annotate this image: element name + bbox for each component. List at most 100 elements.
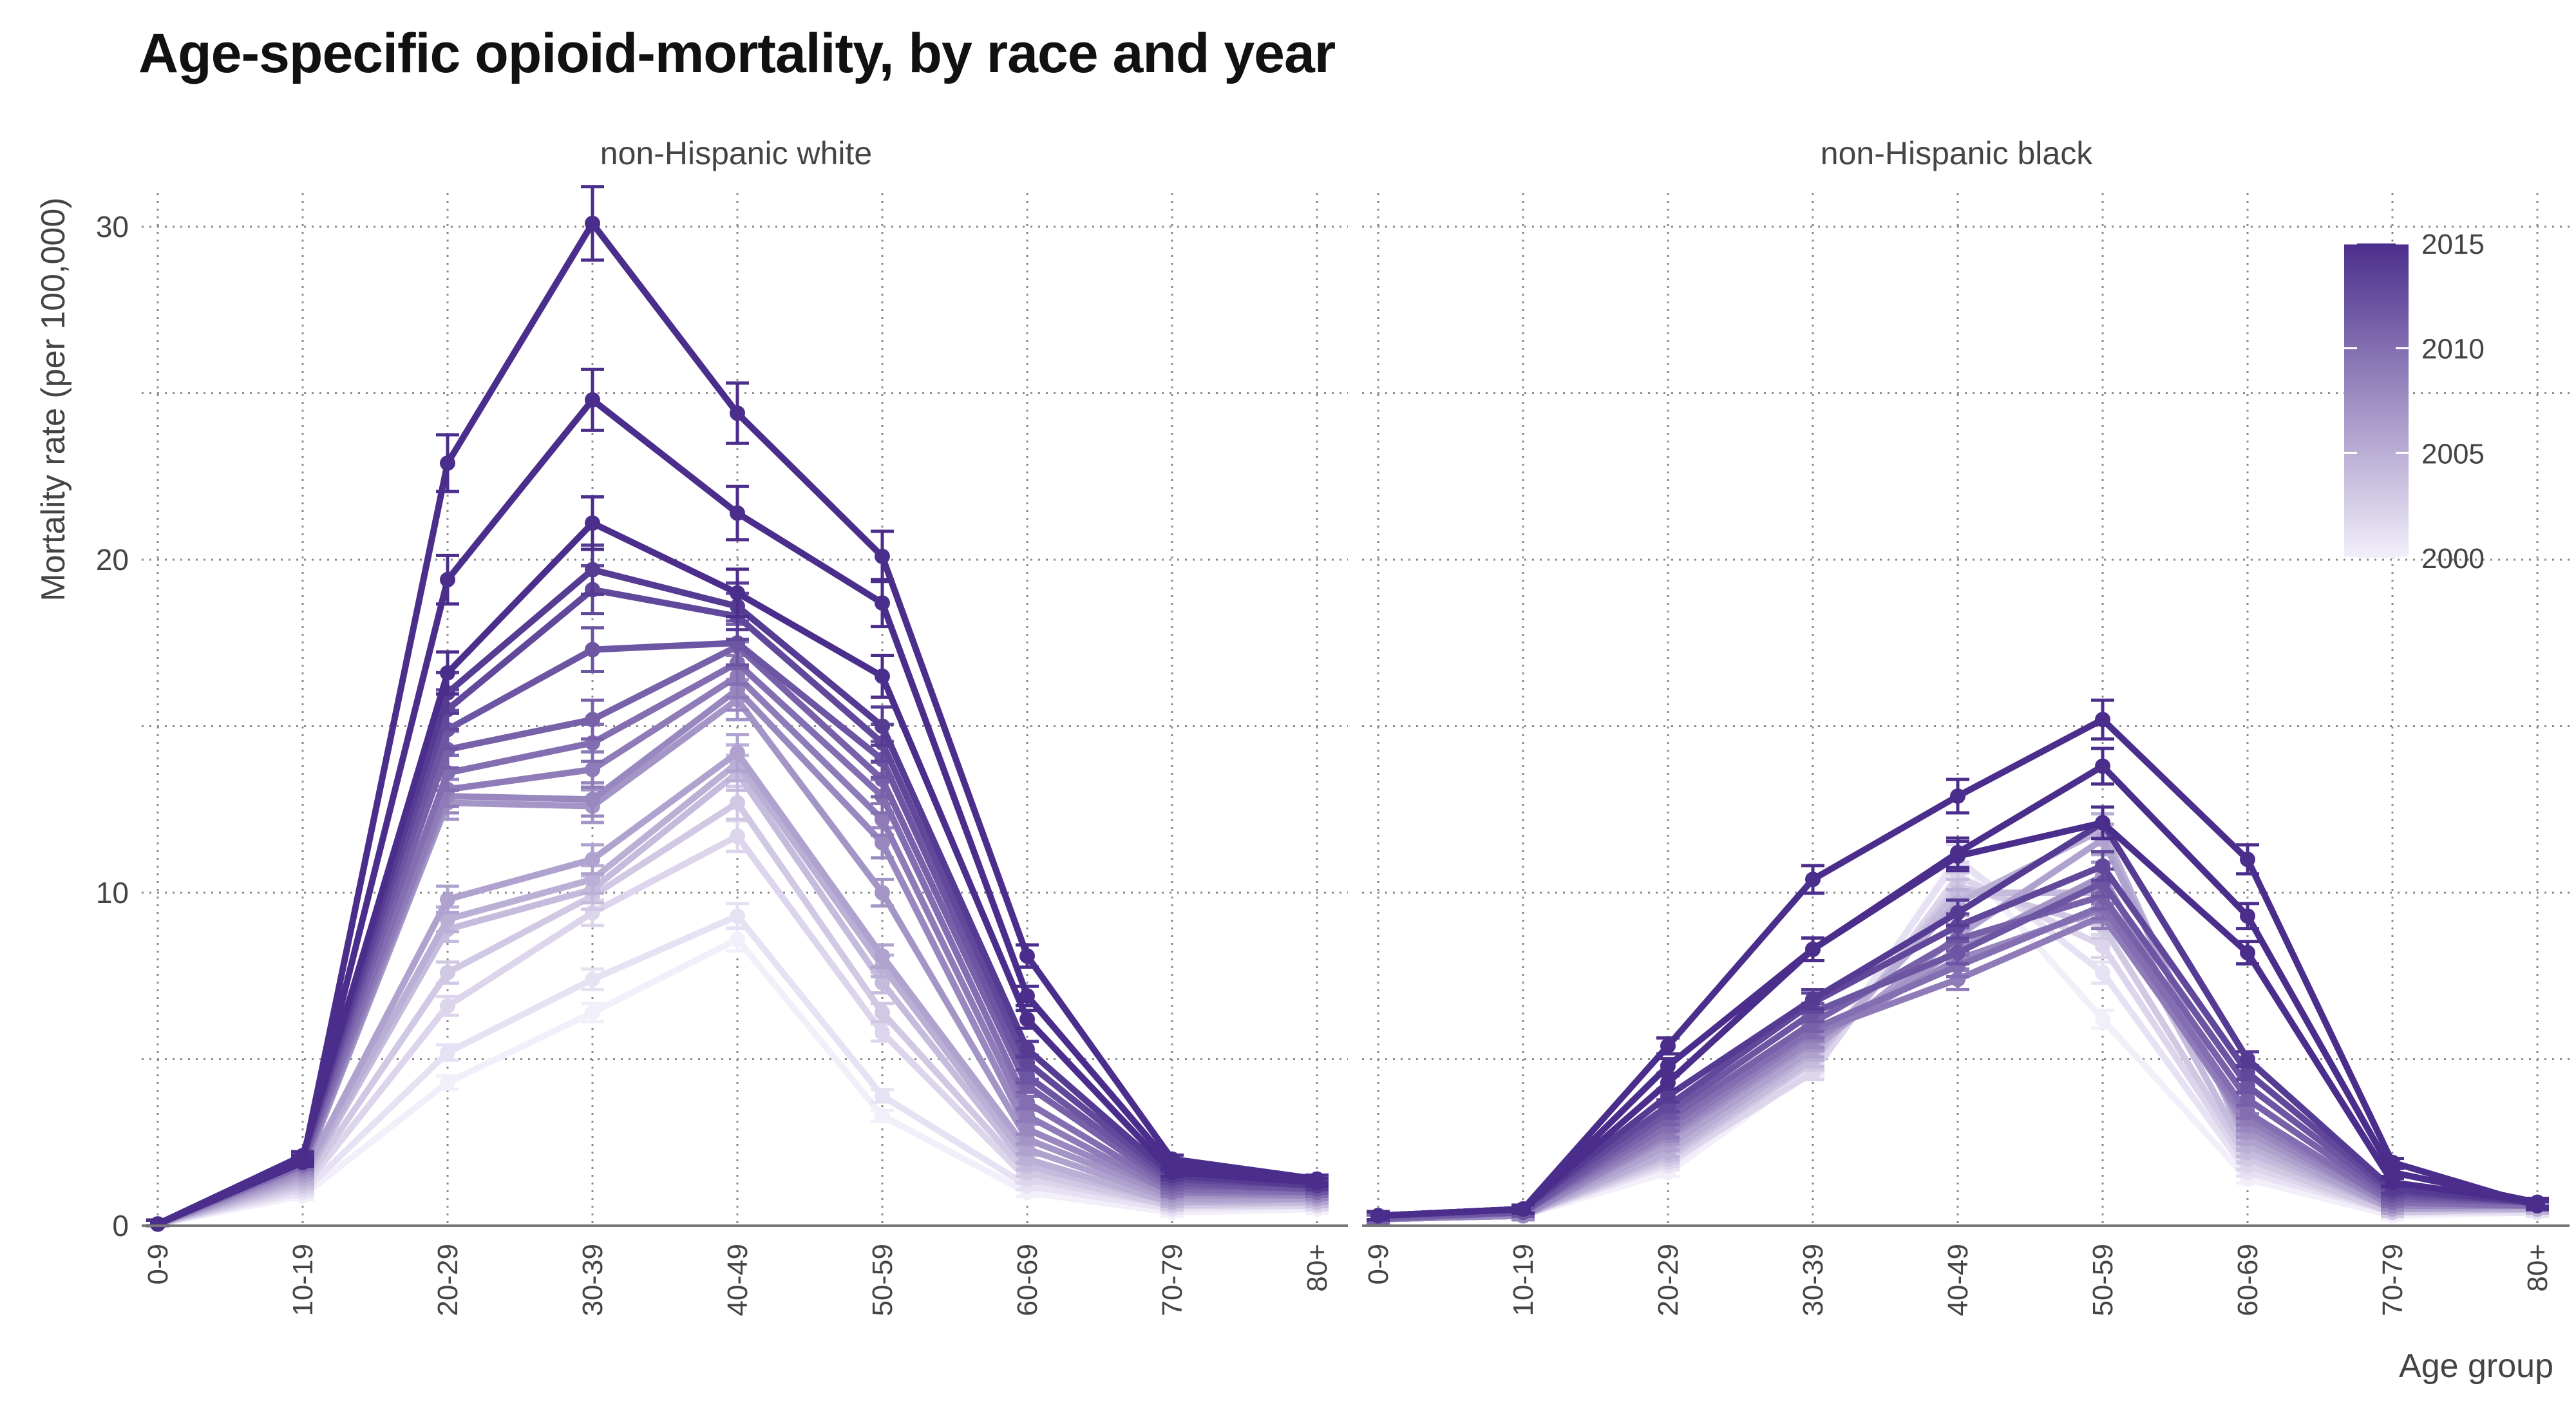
x-tick-label: 0-9	[1363, 1244, 1394, 1285]
data-point	[1660, 1038, 1676, 1054]
data-point	[730, 931, 745, 947]
data-point	[585, 642, 600, 658]
data-point	[1660, 1074, 1676, 1090]
data-point	[730, 585, 745, 601]
x-axis-label: Age group	[2399, 1347, 2553, 1385]
data-point	[730, 828, 745, 844]
data-point	[440, 998, 455, 1014]
data-point	[2095, 712, 2110, 728]
data-point	[2240, 1091, 2255, 1107]
data-point	[1950, 945, 1965, 961]
data-point	[730, 745, 745, 761]
data-point	[585, 761, 600, 777]
data-point	[1515, 1201, 1531, 1217]
data-point	[1019, 948, 1035, 964]
x-tick-label: 70-79	[2377, 1244, 2409, 1317]
data-point	[2240, 1078, 2255, 1094]
data-point	[2240, 851, 2255, 868]
color-legend: 2015 2010 2005 2000	[2344, 229, 2485, 575]
data-point	[585, 515, 600, 531]
data-point	[2095, 1011, 2110, 1027]
data-point	[1019, 1121, 1035, 1137]
data-point	[875, 948, 890, 964]
x-tick-label: 40-49	[722, 1244, 753, 1317]
data-point	[585, 871, 600, 888]
data-point	[1019, 1011, 1035, 1027]
axis-layer: non-Hispanic white non-Hispanic black Mo…	[35, 135, 2570, 1385]
data-point	[875, 1025, 890, 1041]
x-tick-label: 10-19	[1508, 1244, 1539, 1317]
data-point	[1660, 1058, 1676, 1074]
x-tick-label: 10-19	[287, 1244, 319, 1317]
data-point	[2095, 758, 2110, 774]
data-point	[585, 215, 600, 231]
data-point	[1019, 1094, 1035, 1110]
x-tick-label: 80+	[1302, 1244, 1333, 1292]
y-tick-label: 30	[96, 210, 129, 243]
x-tick-label: 30-39	[577, 1244, 609, 1317]
chart-title: Age-specific opioid-mortality, by race a…	[138, 23, 1336, 84]
data-point	[2240, 945, 2255, 961]
data-point	[440, 911, 455, 927]
data-point	[730, 795, 745, 811]
x-tick-label: 20-29	[1653, 1244, 1684, 1317]
data-point	[295, 1154, 310, 1170]
data-point	[585, 1005, 600, 1021]
data-point	[2095, 965, 2110, 981]
data-point	[2240, 1051, 2255, 1067]
data-point	[440, 455, 455, 471]
data-point	[2530, 1197, 2545, 1213]
data-point	[1309, 1171, 1325, 1187]
data-point	[1370, 1208, 1386, 1224]
data-point	[875, 595, 890, 611]
data-point	[2385, 1154, 2400, 1170]
data-point	[585, 562, 600, 578]
x-tick-label: 30-39	[1797, 1244, 1829, 1317]
x-tick-label: 60-69	[1012, 1244, 1043, 1317]
x-tick-label: 0-9	[142, 1244, 174, 1285]
series-2017	[1367, 698, 2549, 1224]
data-point	[440, 665, 455, 681]
legend-label: 2005	[2421, 438, 2485, 470]
series-2017	[146, 185, 1329, 1232]
data-point	[1019, 1041, 1035, 1057]
data-point	[730, 405, 745, 421]
data-point	[585, 971, 600, 987]
data-point	[440, 572, 455, 588]
legend-label: 2010	[2421, 334, 2485, 365]
data-point	[585, 392, 600, 408]
data-point	[1950, 844, 1965, 861]
data-point	[440, 965, 455, 981]
panel-title-white: non-Hispanic white	[600, 135, 872, 171]
data-point	[1019, 988, 1035, 1004]
x-tick-label: 40-49	[1942, 1244, 1974, 1317]
data-point	[875, 835, 890, 851]
data-point	[440, 1074, 455, 1090]
data-point	[585, 851, 600, 868]
y-tick-label: 0	[112, 1209, 129, 1242]
series-layer	[146, 185, 2549, 1232]
data-point	[1164, 1151, 1180, 1167]
data-point	[1805, 871, 1821, 888]
data-point	[150, 1216, 166, 1232]
data-point	[875, 1005, 890, 1021]
x-tick-label: 60-69	[2232, 1244, 2264, 1317]
data-point	[440, 891, 455, 908]
data-point	[2240, 1105, 2255, 1121]
data-point	[1019, 1068, 1035, 1084]
data-point	[2095, 938, 2110, 954]
data-point	[1019, 1108, 1035, 1124]
data-point	[875, 668, 890, 684]
x-tick-label: 20-29	[432, 1244, 464, 1317]
data-point	[875, 885, 890, 900]
panel-title-black: non-Hispanic black	[1821, 135, 2093, 171]
data-point	[875, 1108, 890, 1124]
data-point	[585, 712, 600, 728]
data-point	[1805, 941, 1821, 957]
data-point	[730, 908, 745, 924]
y-tick-label: 10	[96, 876, 129, 909]
y-axis-label: Mortality rate (per 100,000)	[35, 197, 72, 601]
data-point	[585, 792, 600, 808]
data-point	[875, 548, 890, 564]
